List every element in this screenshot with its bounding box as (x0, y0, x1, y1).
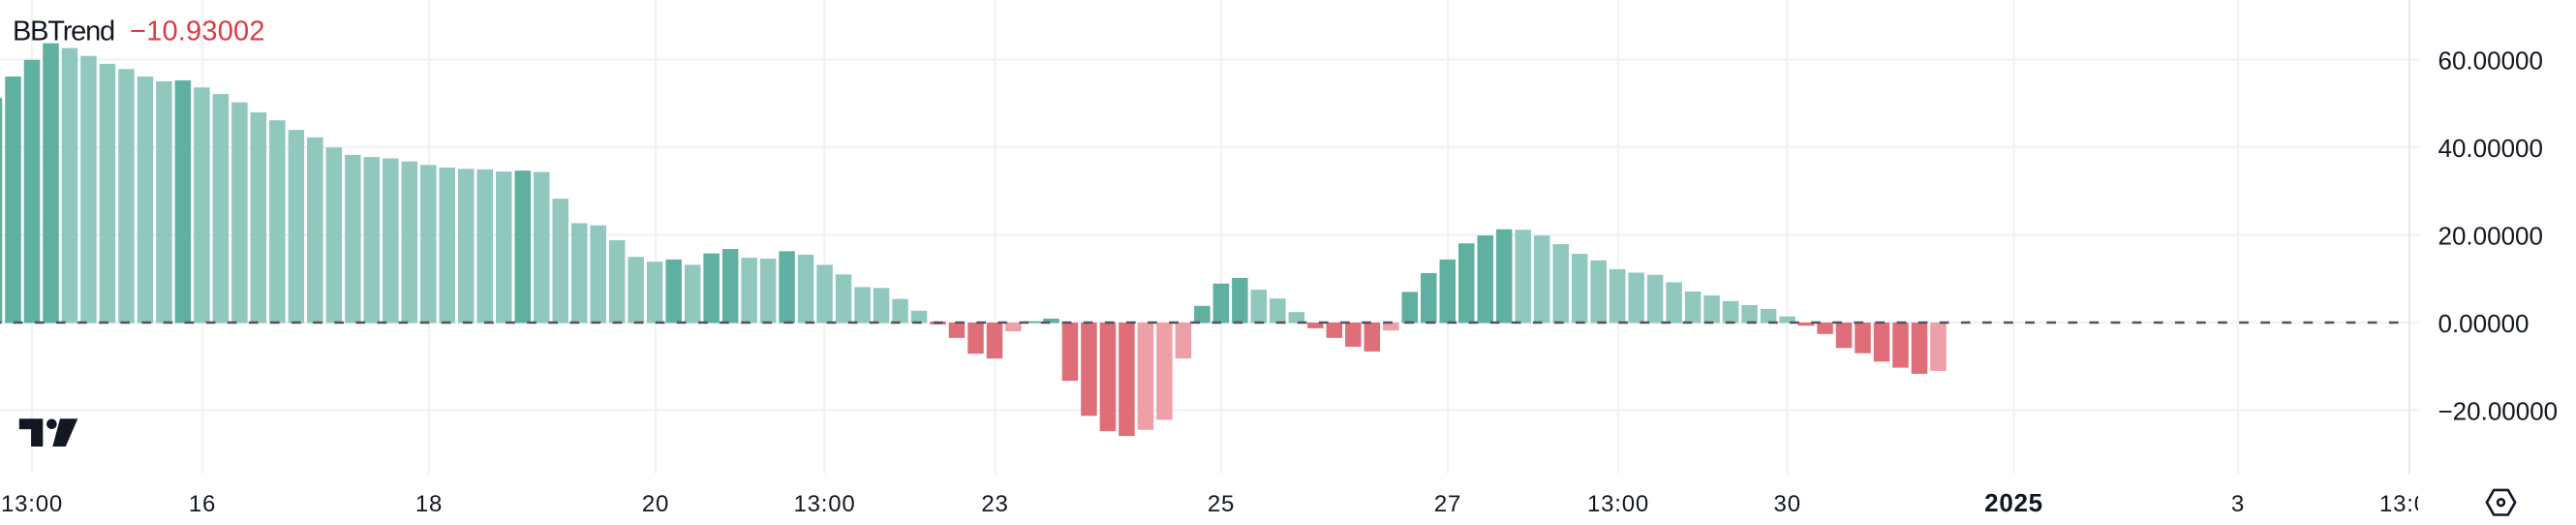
svg-text:13:00: 13:00 (1, 491, 63, 517)
svg-text:25: 25 (1208, 491, 1235, 517)
svg-text:13:00: 13:00 (793, 491, 855, 517)
svg-text:13:00: 13:00 (1587, 491, 1649, 517)
svg-text:BBTrend: BBTrend (13, 15, 114, 46)
svg-text:0.00000: 0.00000 (2438, 309, 2530, 338)
svg-text:18: 18 (415, 491, 443, 517)
svg-text:30: 30 (1774, 491, 1801, 517)
svg-text:3: 3 (2231, 491, 2245, 517)
svg-text:27: 27 (1434, 491, 1461, 517)
svg-text:60.00000: 60.00000 (2438, 46, 2543, 76)
svg-text:40.00000: 40.00000 (2438, 134, 2543, 163)
svg-text:−10.93002: −10.93002 (130, 15, 265, 46)
svg-text:13:00: 13:00 (2379, 491, 2441, 517)
svg-text:20.00000: 20.00000 (2438, 222, 2543, 251)
svg-text:16: 16 (189, 491, 216, 517)
svg-text:20: 20 (642, 491, 669, 517)
svg-text:−20.00000: −20.00000 (2438, 397, 2559, 426)
svg-text:2025: 2025 (1984, 488, 2043, 517)
svg-text:23: 23 (981, 491, 1008, 517)
